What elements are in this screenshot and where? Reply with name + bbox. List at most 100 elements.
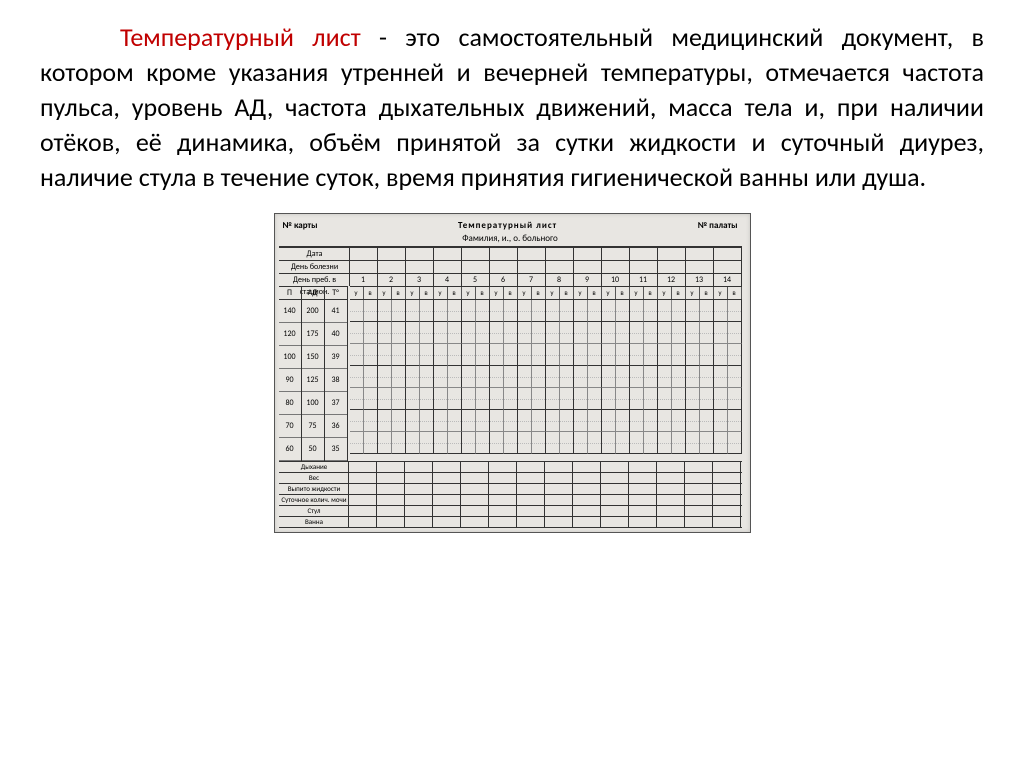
uv-cell: в xyxy=(588,287,602,299)
uv-cell: у xyxy=(434,287,448,299)
date-cell xyxy=(546,248,574,260)
date-cell xyxy=(518,248,546,260)
bottom-cell xyxy=(349,484,377,494)
plot-cell xyxy=(518,432,532,454)
plot-cell xyxy=(686,322,700,344)
plot-cell xyxy=(378,388,392,410)
bottom-cell xyxy=(489,473,517,483)
day-number-cell: 14 xyxy=(714,274,742,286)
plot-row xyxy=(350,366,742,388)
plot-row xyxy=(350,322,742,344)
bottom-cell xyxy=(629,473,657,483)
bottom-row: Стул xyxy=(279,506,742,517)
plot-cell xyxy=(392,300,406,322)
plot-cell xyxy=(476,388,490,410)
plot-cell xyxy=(448,344,462,366)
bottom-cell xyxy=(377,473,405,483)
bottom-row: Дыхание xyxy=(279,462,742,473)
bottom-cell xyxy=(517,495,545,505)
plot-cell xyxy=(714,300,728,322)
plot-cell xyxy=(434,300,448,322)
day-illness-cell xyxy=(518,261,546,273)
bottom-cell xyxy=(545,484,573,494)
plot-cell xyxy=(420,366,434,388)
plot-cell xyxy=(700,322,714,344)
bottom-cell xyxy=(433,517,461,527)
bottom-cell xyxy=(573,484,601,494)
plot-cell xyxy=(616,432,630,454)
plot-cell xyxy=(588,410,602,432)
bottom-cell xyxy=(573,473,601,483)
plot-cell xyxy=(490,388,504,410)
plot-cell xyxy=(574,366,588,388)
bottom-cell xyxy=(461,484,489,494)
plot-cell xyxy=(350,344,364,366)
bottom-cell xyxy=(685,506,713,516)
scale-value: 80 xyxy=(279,392,301,415)
day-number-cell: 13 xyxy=(686,274,714,286)
day-number-cell: 6 xyxy=(490,274,518,286)
plot-cell xyxy=(700,388,714,410)
plot-cell xyxy=(476,366,490,388)
plot-cell xyxy=(532,300,546,322)
bottom-cell xyxy=(377,517,405,527)
patient-name-label: Фамилия, и., о. больного xyxy=(279,233,742,247)
plot-cell xyxy=(616,300,630,322)
day-illness-cell xyxy=(686,261,714,273)
scale-value: 90 xyxy=(279,369,301,392)
plot-cell xyxy=(546,410,560,432)
day-row-label: День болезни xyxy=(279,260,349,273)
plot-cell xyxy=(588,344,602,366)
bottom-cell xyxy=(713,484,741,494)
plot-row xyxy=(350,432,742,454)
uv-cell: в xyxy=(448,287,462,299)
uv-cell: у xyxy=(406,287,420,299)
scale-header: П xyxy=(279,286,301,300)
plot-cell xyxy=(462,300,476,322)
uv-cell: у xyxy=(518,287,532,299)
plot-cell xyxy=(560,366,574,388)
plot-cell xyxy=(420,410,434,432)
bottom-cell xyxy=(433,484,461,494)
bottom-row: Выпито жидкости xyxy=(279,484,742,495)
uv-cell: у xyxy=(714,287,728,299)
morning-evening-row: увувувувувувувувувувувувувув xyxy=(350,286,742,299)
bottom-cell xyxy=(461,462,489,472)
bottom-cell xyxy=(629,517,657,527)
scale-col-П: П14012010090807060 xyxy=(279,286,302,461)
plot-cell xyxy=(350,322,364,344)
plot-cell xyxy=(588,388,602,410)
plot-cell xyxy=(504,432,518,454)
plot-cell xyxy=(462,410,476,432)
plot-cell xyxy=(560,300,574,322)
plot-cell xyxy=(574,432,588,454)
day-illness-cell xyxy=(490,261,518,273)
scale-value: 50 xyxy=(302,438,324,461)
plot-cell xyxy=(364,300,378,322)
term-highlight: Температурный лист xyxy=(120,21,361,53)
day-illness-cell xyxy=(630,261,658,273)
plot-cell xyxy=(406,300,420,322)
scale-header: Т° xyxy=(325,286,347,300)
scale-columns: П14012010090807060АД2001751501251007550Т… xyxy=(279,286,350,461)
uv-cell: в xyxy=(476,287,490,299)
day-number-cell: 2 xyxy=(378,274,406,286)
day-number-cell: 8 xyxy=(546,274,574,286)
plot-cell xyxy=(378,410,392,432)
plot-cell xyxy=(714,432,728,454)
plot-cell xyxy=(448,300,462,322)
plot-cell xyxy=(518,300,532,322)
plot-cell xyxy=(434,410,448,432)
scale-col-АД: АД2001751501251007550 xyxy=(302,286,325,461)
plot-cell xyxy=(532,410,546,432)
bottom-cell xyxy=(349,517,377,527)
bottom-cell xyxy=(433,473,461,483)
uv-cell: в xyxy=(560,287,574,299)
plot-cell xyxy=(476,410,490,432)
plot-cell xyxy=(714,322,728,344)
plot-cell xyxy=(560,410,574,432)
plot-cell xyxy=(728,432,742,454)
plot-cell xyxy=(686,344,700,366)
plot-cell xyxy=(420,432,434,454)
plot-cell xyxy=(602,300,616,322)
